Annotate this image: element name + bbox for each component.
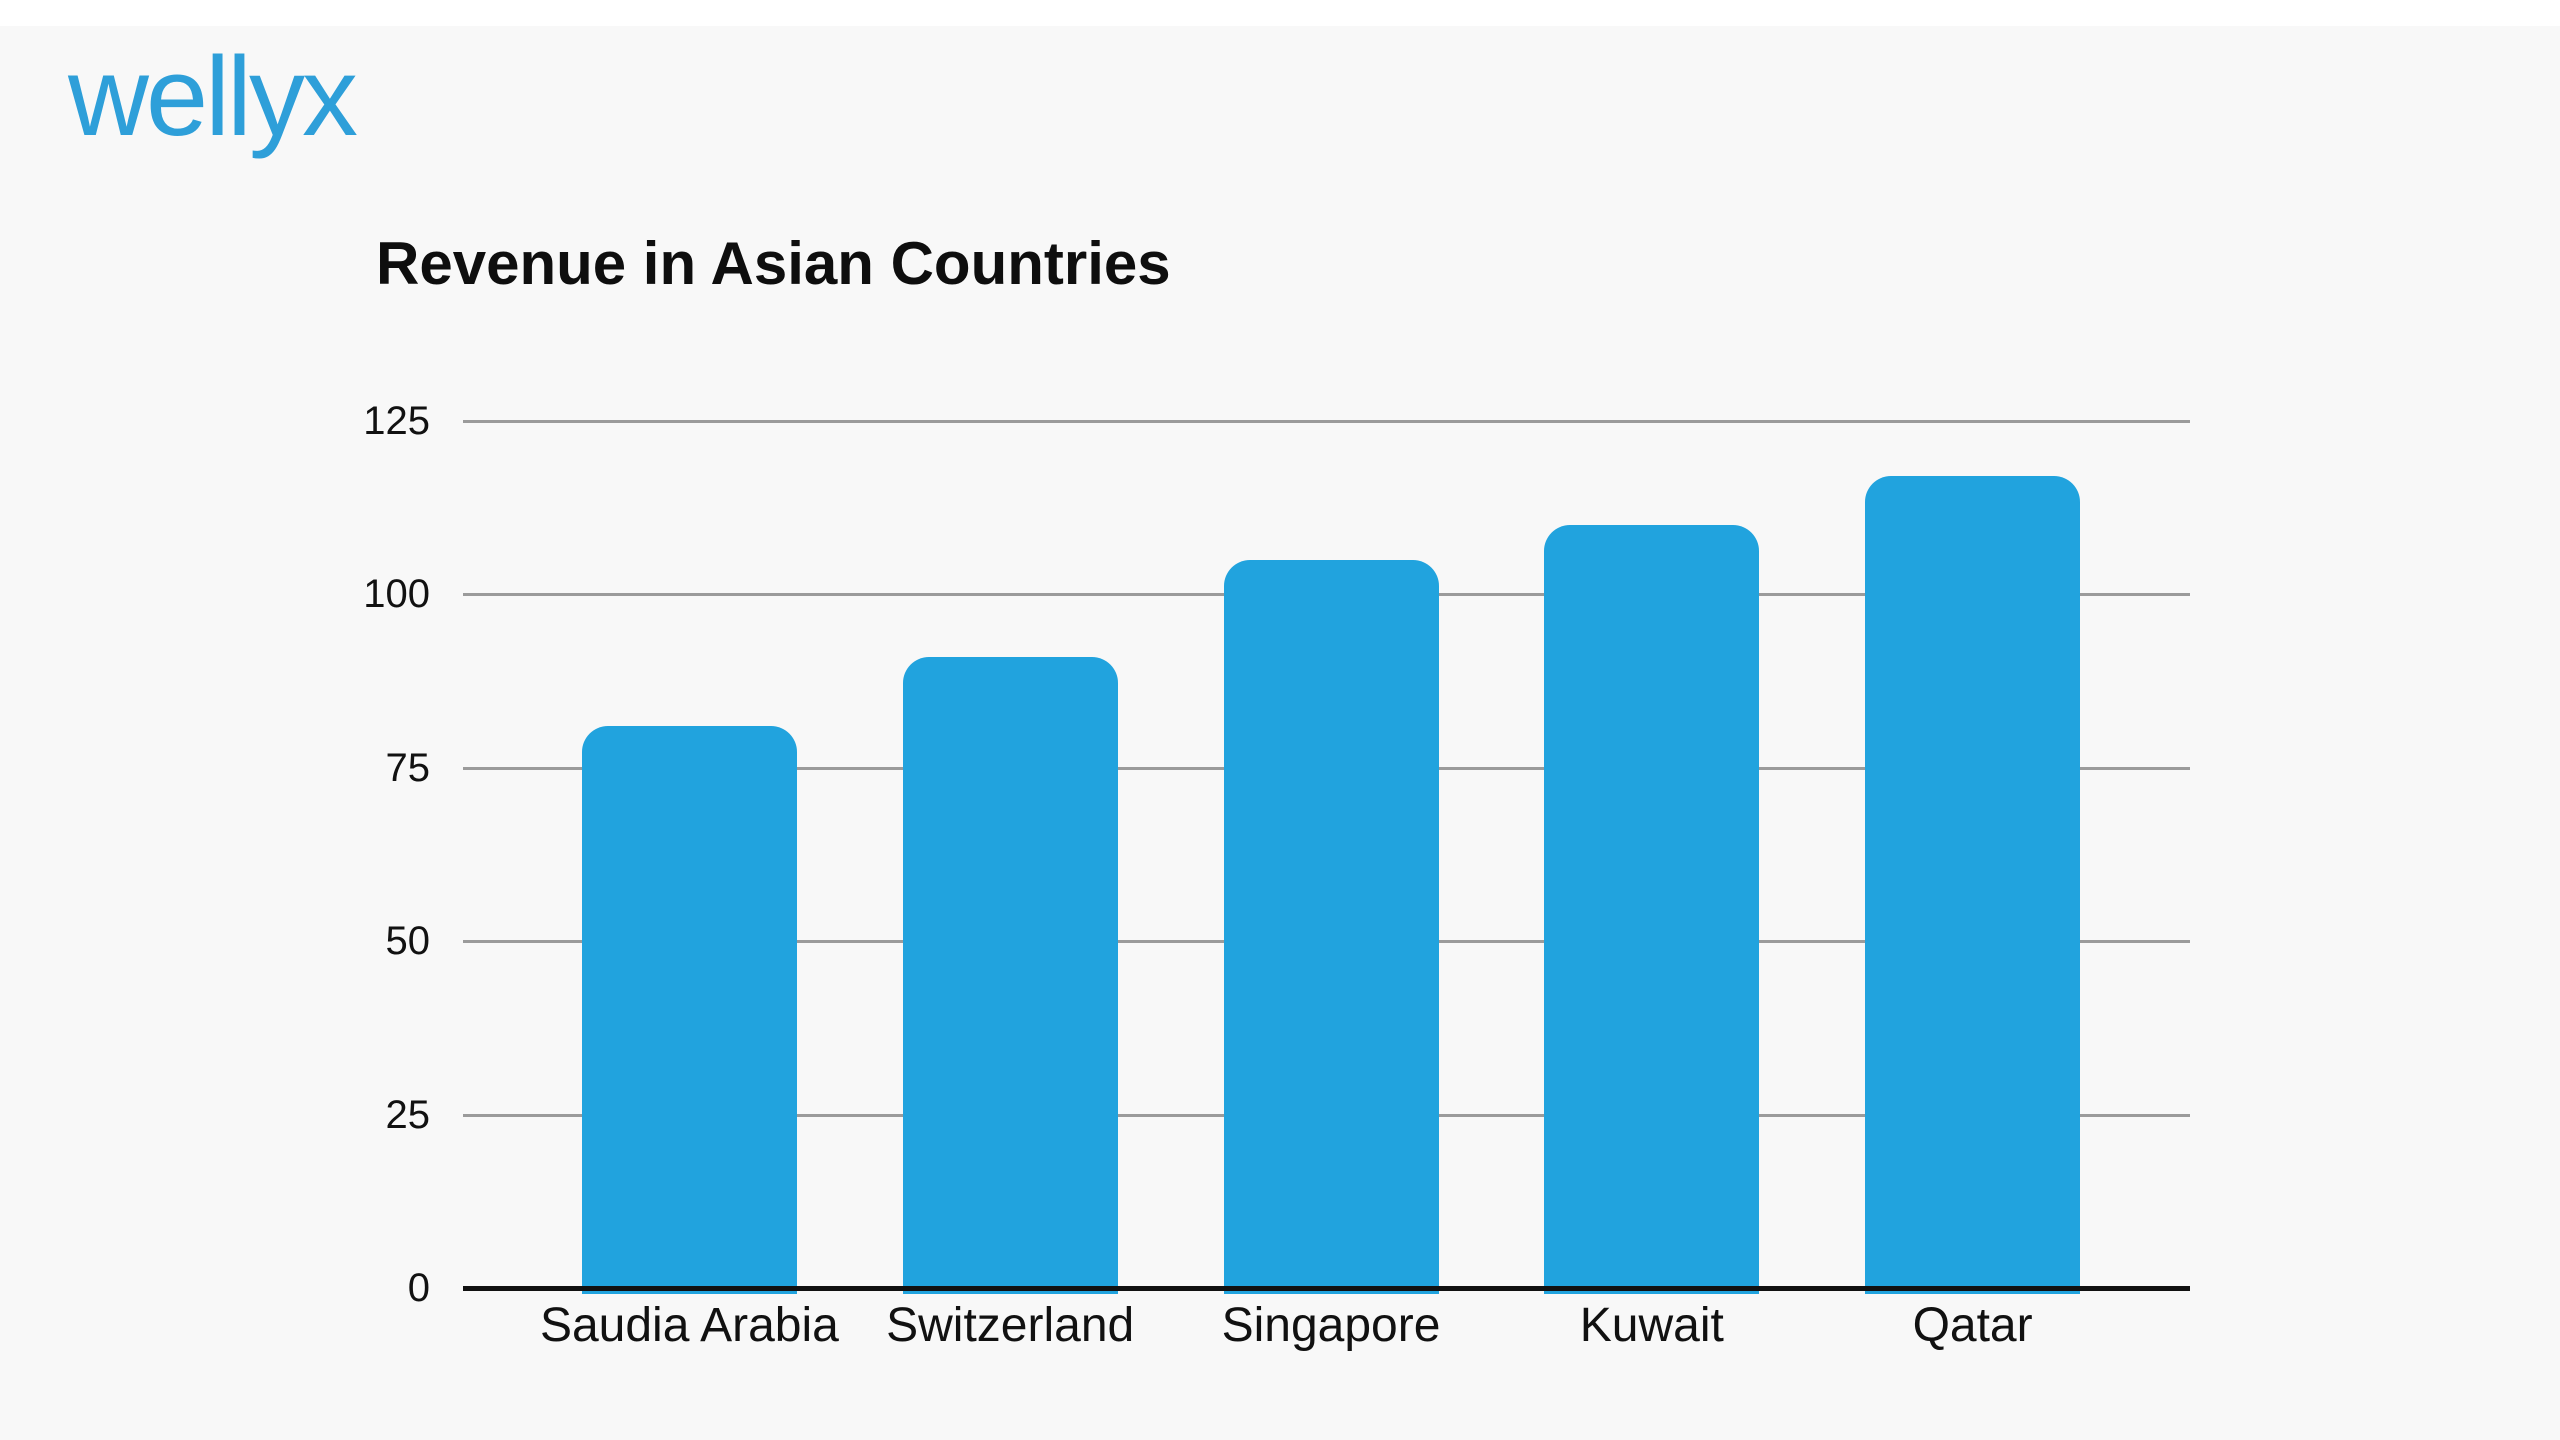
bar-switzerland	[902, 656, 1118, 1294]
wellyx-logo: wellyx	[68, 34, 358, 159]
bar-kuwait	[1544, 525, 1760, 1294]
x-axis-label-qatar: Qatar	[1912, 1299, 2033, 1352]
y-axis-tick-label-100: 100	[363, 572, 430, 617]
gridline-125	[463, 420, 2190, 423]
y-axis-tick-label-50: 50	[385, 919, 431, 964]
y-axis-tick-label-125: 125	[363, 399, 430, 443]
x-axis-label-singapore: Singapore	[1221, 1299, 1441, 1352]
x-axis-line	[463, 1286, 2190, 1291]
y-axis-tick-label-0: 0	[407, 1266, 430, 1310]
y-axis-tick-label-75: 75	[385, 745, 431, 790]
chart-title: Revenue in Asian Countries	[376, 230, 1171, 297]
x-axis-label-switzerland: Switzerland	[886, 1299, 1135, 1352]
top-white-strip	[0, 0, 2560, 26]
bar-singapore	[1223, 559, 1439, 1294]
bar-saudia-arabia	[581, 726, 797, 1294]
y-axis-tick-label-25: 25	[385, 1092, 431, 1137]
x-axis-label-saudia-arabia: Saudia Arabia	[539, 1299, 839, 1352]
x-axis-label-kuwait: Kuwait	[1579, 1299, 1724, 1352]
bar-qatar	[1865, 476, 2081, 1294]
